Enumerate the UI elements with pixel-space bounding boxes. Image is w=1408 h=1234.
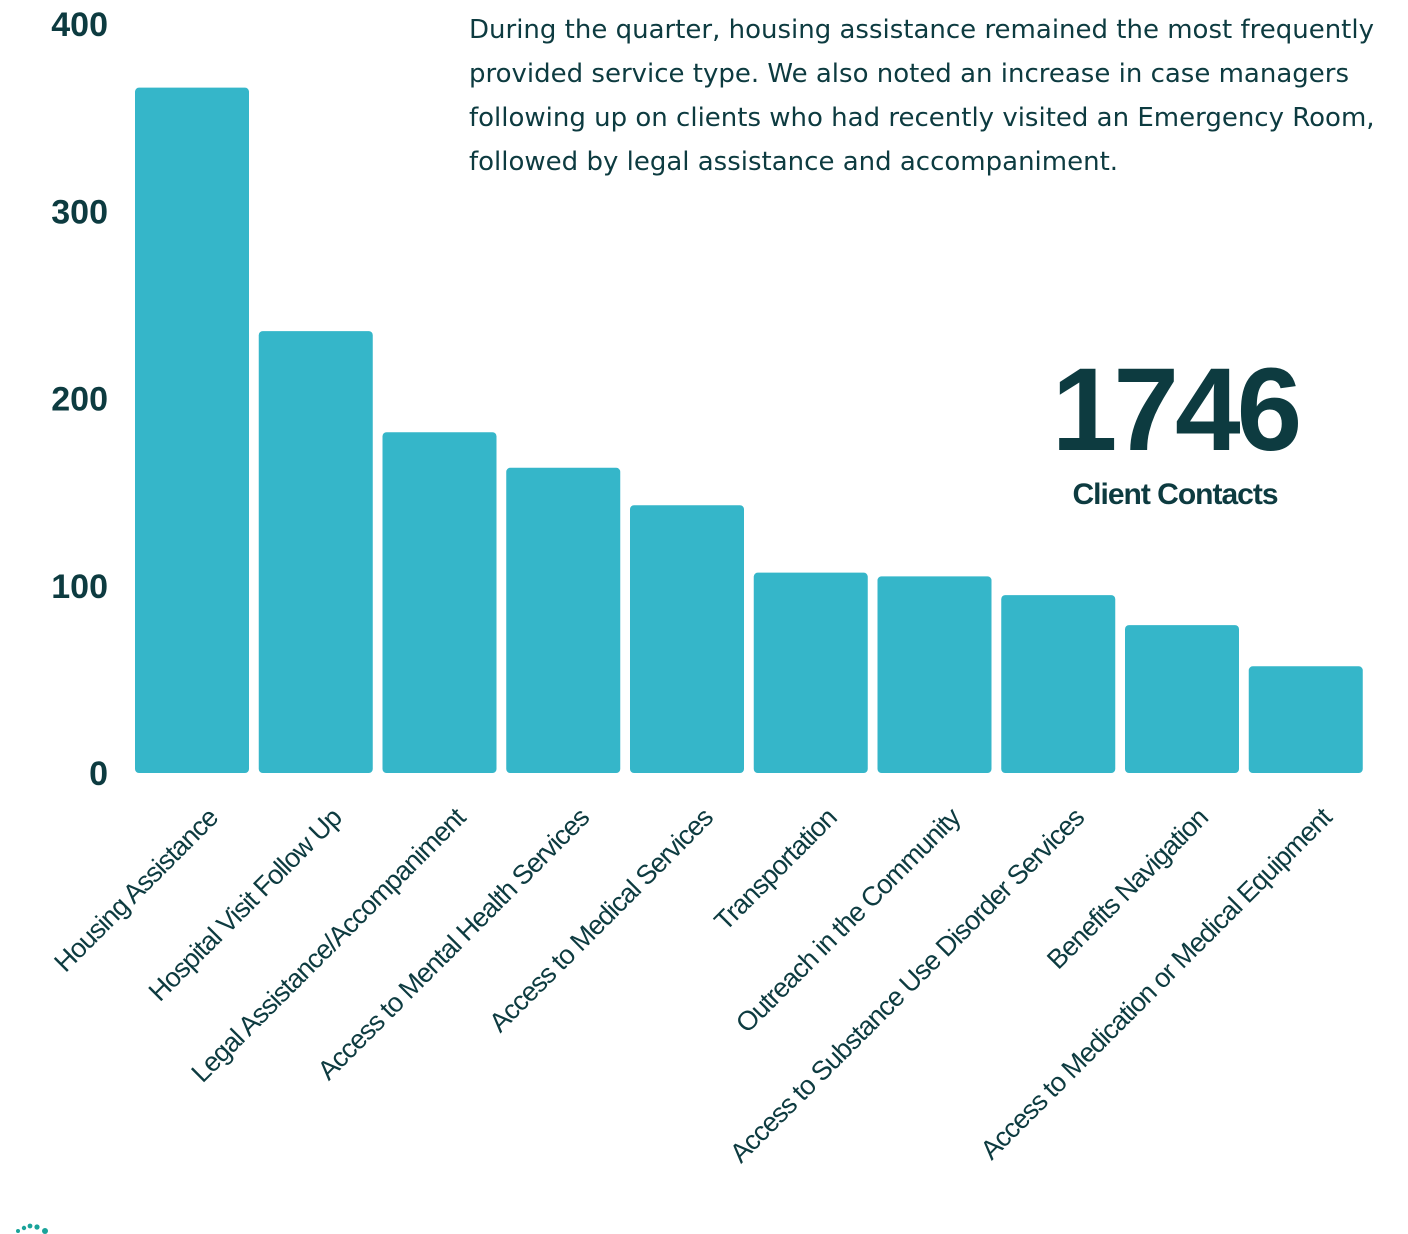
bar-5 (753, 572, 868, 773)
bars (135, 87, 1363, 774)
x-category-label-4: Access to Medical Services (483, 802, 719, 1038)
bar-7 (1001, 595, 1116, 773)
bar-6 (877, 576, 992, 773)
bar-8 (1125, 625, 1239, 773)
y-tick-label-1: 100 (51, 568, 108, 606)
y-tick-label-0: 0 (89, 755, 108, 793)
x-category-label-3: Access to Mental Health Services (312, 802, 595, 1085)
bar-1 (258, 331, 373, 773)
description-text: During the quarter, housing assistance r… (469, 15, 1375, 177)
bar-4 (630, 505, 744, 773)
x-category-label-5: Transportation (709, 803, 843, 937)
y-axis-ticks: 0 100 200 300 400 (51, 6, 108, 793)
y-tick-label-2: 200 (51, 381, 108, 419)
bar-3 (506, 467, 621, 773)
bar-0 (135, 87, 249, 774)
x-category-label-2: Legal Assistance/Accompaniment (186, 802, 473, 1089)
logo-icon (16, 1223, 48, 1234)
y-tick-label-4: 400 (51, 6, 108, 44)
y-tick-label-3: 300 (51, 193, 108, 231)
bar-9 (1248, 666, 1363, 773)
bar-2 (382, 432, 497, 773)
total-contacts-value: 1746 (1051, 344, 1303, 476)
total-contacts-label: Client Contacts (1072, 478, 1278, 511)
x-category-label-6: Outreach in the Community (730, 802, 967, 1039)
